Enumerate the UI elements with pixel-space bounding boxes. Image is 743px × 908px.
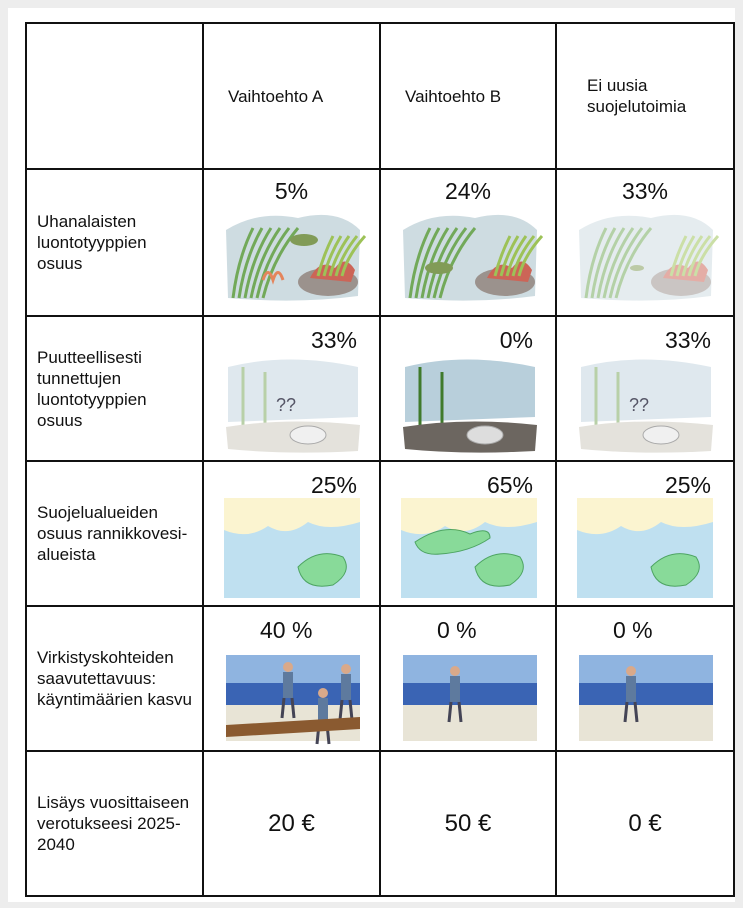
illustration (395, 347, 543, 455)
illustration (395, 200, 543, 308)
illustration (571, 492, 719, 600)
table-row: Lisäys vuosittaiseen verotukseesi 2025-2… (26, 751, 734, 896)
illustration (218, 200, 366, 308)
row-label: Puutteellisesti tunnettujen luontotyyppi… (26, 316, 203, 461)
illustration: ?? (218, 347, 366, 455)
table-cell: 25% (556, 461, 734, 606)
unknown-mark: ?? (629, 395, 649, 415)
page: Vaihtoehto A Vaihtoehto B Ei uusia suoje… (0, 0, 743, 908)
table-cell: 25% (203, 461, 380, 606)
illustration: ?? (571, 347, 719, 455)
cell-value: 33% (665, 327, 711, 354)
cell-value: 25% (311, 472, 357, 499)
cell-value: 0 € (556, 751, 734, 896)
cell-value: 33% (311, 327, 357, 354)
choice-table: Vaihtoehto A Vaihtoehto B Ei uusia suoje… (25, 22, 735, 897)
table-cell: 33% (556, 169, 734, 316)
table-row: Virkistyskohteiden saavutettavuus: käynt… (26, 606, 734, 751)
illustration (395, 637, 543, 745)
header-row: Vaihtoehto A Vaihtoehto B Ei uusia suoje… (26, 23, 734, 169)
illustration (395, 492, 543, 600)
row-label: Virkistyskohteiden saavutettavuus: käynt… (26, 606, 203, 751)
cell-value: 0% (500, 327, 533, 354)
table-cell: 0 % (380, 606, 556, 751)
table-cell: ?? 33% (203, 316, 380, 461)
table-cell: 0% (380, 316, 556, 461)
cell-value: 24% (381, 178, 555, 205)
unknown-mark: ?? (276, 395, 296, 415)
table-cell: ?? 33% (556, 316, 734, 461)
cell-value: 40 % (260, 617, 312, 644)
illustration (218, 637, 366, 745)
table-row: Puutteellisesti tunnettujen luontotyyppi… (26, 316, 734, 461)
cell-value: 33% (557, 178, 733, 205)
row-label: Lisäys vuosittaiseen verotukseesi 2025-2… (26, 751, 203, 896)
cell-value: 50 € (380, 751, 556, 896)
table-cell: 40 % (203, 606, 380, 751)
cell-value: 25% (665, 472, 711, 499)
illustration (218, 492, 366, 600)
cell-value: 20 € (203, 751, 380, 896)
sheet: Vaihtoehto A Vaihtoehto B Ei uusia suoje… (8, 8, 735, 902)
table-cell: 65% (380, 461, 556, 606)
table-cell: 5% (203, 169, 380, 316)
table-row: Suojelualueiden osuus rannikkovesi-aluei… (26, 461, 734, 606)
table-cell: 24% (380, 169, 556, 316)
column-header: Ei uusia suojelutoimia (556, 23, 734, 169)
row-label: Suojelualueiden osuus rannikkovesi-aluei… (26, 461, 203, 606)
illustration (571, 200, 719, 308)
cell-value: 0 % (613, 617, 653, 644)
column-header: Vaihtoehto A (203, 23, 380, 169)
row-label: Uhanalaisten luontotyyppien osuus (26, 169, 203, 316)
cell-value: 0 % (437, 617, 477, 644)
illustration (571, 637, 719, 745)
table-cell: 0 % (556, 606, 734, 751)
cell-value: 65% (487, 472, 533, 499)
corner-cell (26, 23, 203, 169)
column-header: Vaihtoehto B (380, 23, 556, 169)
cell-value: 5% (204, 178, 379, 205)
